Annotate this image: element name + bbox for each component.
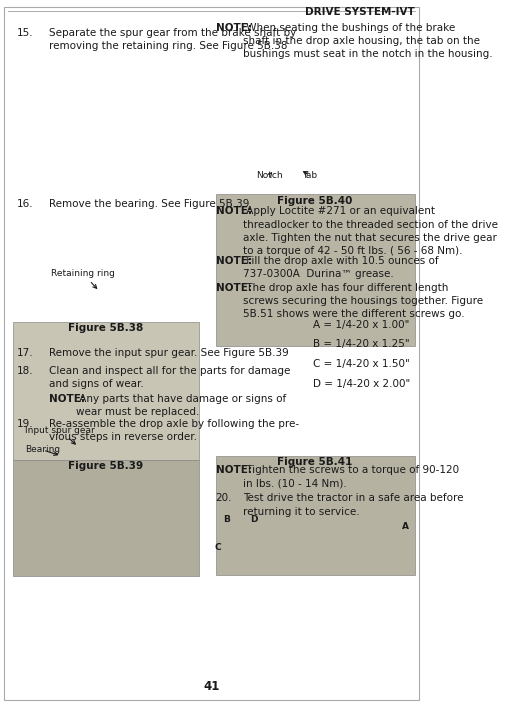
Text: NOTE:: NOTE:	[215, 283, 251, 293]
Text: Figure 5B.39: Figure 5B.39	[68, 461, 143, 471]
Text: C: C	[214, 544, 221, 552]
Text: 18.: 18.	[17, 366, 34, 376]
Text: Re-assemble the drop axle by following the pre-
vious steps in reverse order.: Re-assemble the drop axle by following t…	[48, 419, 298, 442]
Text: A: A	[401, 522, 408, 531]
Text: Notch: Notch	[256, 171, 282, 180]
Text: Figure 5B.38: Figure 5B.38	[68, 323, 143, 333]
Text: B = 1/4-20 x 1.25": B = 1/4-20 x 1.25"	[313, 339, 409, 349]
Text: B: B	[222, 515, 229, 524]
Text: Separate the spur gear from the brake shaft by
removing the retaining ring. See : Separate the spur gear from the brake sh…	[48, 28, 295, 52]
Text: NOTE:: NOTE:	[215, 465, 251, 475]
Text: Figure 5B.41: Figure 5B.41	[277, 457, 352, 467]
Text: D: D	[249, 515, 257, 524]
Text: 17.: 17.	[17, 348, 34, 358]
Text: Apply Loctite #271 or an equivalent
threadlocker to the threaded section of the : Apply Loctite #271 or an equivalent thre…	[243, 206, 497, 256]
Text: NOTE:: NOTE:	[48, 394, 84, 404]
Text: Bearing: Bearing	[25, 445, 61, 455]
Text: Tighten the screws to a torque of 90-120
in lbs. (10 - 14 Nm).: Tighten the screws to a torque of 90-120…	[243, 465, 459, 489]
Text: Clean and inspect all for the parts for damage
and signs of wear.: Clean and inspect all for the parts for …	[48, 366, 290, 390]
Text: NOTE:: NOTE:	[215, 206, 251, 216]
Text: Remove the bearing. See Figure 5B.39: Remove the bearing. See Figure 5B.39	[48, 199, 248, 209]
Text: D = 1/4-20 x 2.00": D = 1/4-20 x 2.00"	[313, 379, 409, 389]
Text: 16.: 16.	[17, 199, 34, 209]
Text: 20.: 20.	[215, 493, 232, 503]
Text: Remove the input spur gear. See Figure 5B.39: Remove the input spur gear. See Figure 5…	[48, 348, 288, 358]
Text: C = 1/4-20 x 1.50": C = 1/4-20 x 1.50"	[313, 359, 409, 369]
Text: The drop axle has four different length
screws securing the housings together. F: The drop axle has four different length …	[243, 283, 483, 319]
Text: 19.: 19.	[17, 419, 34, 428]
Text: A = 1/4-20 x 1.00": A = 1/4-20 x 1.00"	[313, 320, 409, 329]
Text: DRIVE SYSTEM-IVT: DRIVE SYSTEM-IVT	[304, 7, 414, 17]
FancyBboxPatch shape	[13, 322, 199, 460]
Text: Any parts that have damage or signs of
wear must be replaced.: Any parts that have damage or signs of w…	[76, 394, 286, 417]
FancyBboxPatch shape	[215, 194, 414, 346]
Text: Test drive the tractor in a safe area before
returning it to service.: Test drive the tractor in a safe area be…	[243, 493, 463, 517]
Text: Fill the drop axle with 10.5 ounces of
737-0300A  Durina™ grease.: Fill the drop axle with 10.5 ounces of 7…	[243, 256, 438, 279]
Text: NOTE:: NOTE:	[215, 256, 251, 266]
Text: Input spur gear: Input spur gear	[25, 426, 95, 444]
Text: Retaining ring: Retaining ring	[51, 269, 115, 288]
FancyBboxPatch shape	[215, 456, 414, 575]
Text: 41: 41	[203, 680, 219, 693]
Text: 15.: 15.	[17, 28, 34, 38]
Text: When seating the bushings of the brake
shaft in the drop axle housing, the tab o: When seating the bushings of the brake s…	[243, 23, 492, 59]
FancyBboxPatch shape	[13, 460, 199, 576]
Text: Figure 5B.40: Figure 5B.40	[277, 196, 352, 206]
Text: Tab: Tab	[302, 171, 317, 180]
Text: NOTE:: NOTE:	[215, 23, 251, 33]
